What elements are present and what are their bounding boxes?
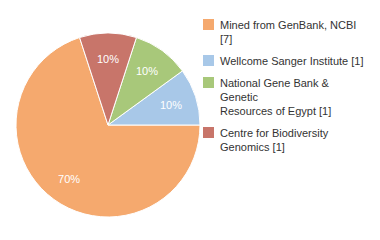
svg-text:10%: 10% xyxy=(136,65,158,77)
html-text:Resources of Egypt [1]: Resources of Egypt [1] xyxy=(220,105,332,117)
html-text:Wellcome Sanger Institute [1]: Wellcome Sanger Institute [1] xyxy=(220,55,364,67)
html-text:National Gene Bank & Genetic: National Gene Bank & Genetic xyxy=(220,77,329,103)
svg-text:10%: 10% xyxy=(97,53,119,65)
svg-text:10%: 10% xyxy=(160,99,182,111)
html-text:Centre for Biodiversity: Centre for Biodiversity xyxy=(220,127,329,139)
html-text:Genomics [1]: Genomics [1] xyxy=(220,141,285,153)
html-text:Mined from GenBank, NCBI [7]: Mined from GenBank, NCBI [7] xyxy=(220,19,357,45)
svg-text:70%: 70% xyxy=(58,173,80,185)
